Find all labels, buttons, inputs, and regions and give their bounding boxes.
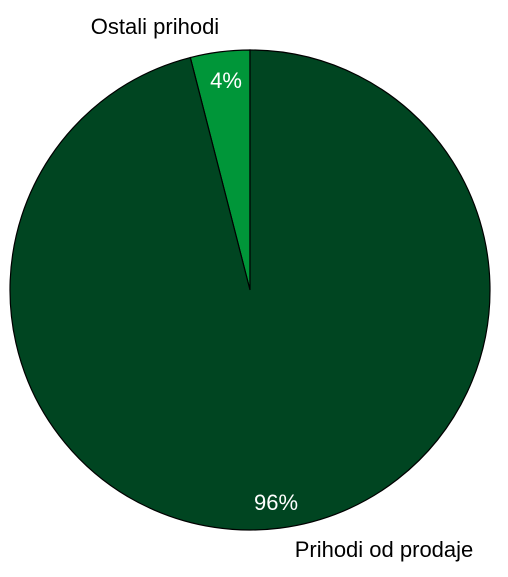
pie-value-label-prihodi-od-prodaje: 96%	[254, 490, 298, 515]
pie-category-labels: Ostali prihodi Prihodi od prodaje	[91, 14, 473, 562]
pie-category-label-ostali-prihodi: Ostali prihodi	[91, 14, 219, 39]
pie-slices	[9, 49, 491, 531]
pie-value-label-ostali-prihodi: 4%	[210, 68, 242, 93]
pie-slice-prihodi-od-prodaje	[9, 49, 491, 531]
pie-category-label-prihodi-od-prodaje: Prihodi od prodaje	[295, 537, 474, 562]
pie-value-labels: 4% 96%	[210, 68, 298, 515]
